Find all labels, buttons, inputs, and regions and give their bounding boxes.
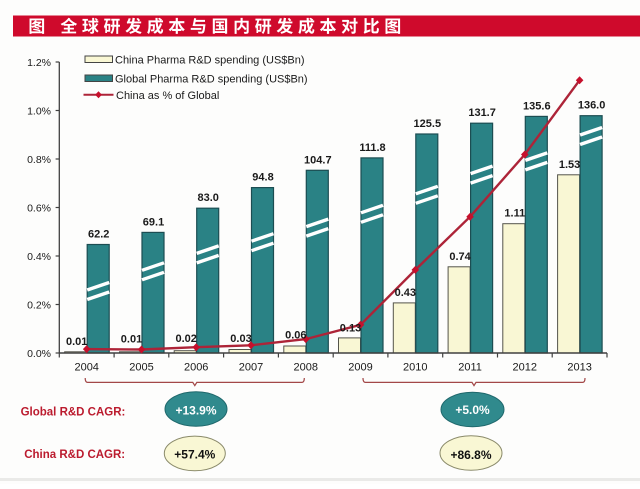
svg-text:125.5: 125.5 — [414, 118, 442, 130]
svg-text:2013: 2013 — [567, 362, 591, 374]
svg-text:0.8%: 0.8% — [27, 154, 51, 166]
svg-text:131.7: 131.7 — [468, 107, 496, 119]
svg-text:1.53: 1.53 — [559, 159, 580, 171]
svg-text:136.0: 136.0 — [578, 100, 606, 112]
svg-text:0.4%: 0.4% — [27, 251, 51, 263]
svg-text:69.1: 69.1 — [143, 216, 164, 228]
svg-text:0.02: 0.02 — [175, 333, 196, 345]
svg-text:2006: 2006 — [184, 362, 208, 374]
svg-text:0.03: 0.03 — [230, 333, 251, 345]
svg-text:China R&D CAGR:: China R&D CAGR: — [24, 449, 125, 461]
svg-text:0.6%: 0.6% — [27, 202, 51, 214]
svg-text:0.13: 0.13 — [340, 323, 361, 335]
svg-text:62.2: 62.2 — [88, 229, 109, 241]
svg-text:0.01: 0.01 — [121, 334, 142, 346]
svg-text:111.8: 111.8 — [359, 142, 385, 154]
svg-text:+86.8%: +86.8% — [450, 448, 491, 462]
svg-text:0.06: 0.06 — [285, 330, 306, 342]
svg-text:+57.4%: +57.4% — [174, 448, 215, 462]
svg-text:135.6: 135.6 — [523, 100, 551, 112]
svg-text:2010: 2010 — [403, 362, 427, 374]
svg-text:104.7: 104.7 — [304, 154, 332, 166]
svg-text:0.0%: 0.0% — [27, 348, 51, 360]
svg-text:83.0: 83.0 — [197, 192, 218, 204]
svg-text:1.2%: 1.2% — [27, 57, 51, 69]
svg-text:2008: 2008 — [294, 362, 318, 374]
svg-text:2007: 2007 — [239, 362, 263, 374]
svg-text:2005: 2005 — [129, 362, 153, 374]
svg-text:0.43: 0.43 — [395, 287, 416, 299]
svg-text:0.01: 0.01 — [66, 336, 87, 348]
svg-text:2011: 2011 — [458, 362, 482, 374]
svg-text:2009: 2009 — [348, 362, 372, 374]
svg-text:China as % of Global: China as % of Global — [116, 90, 219, 102]
svg-text:Global Pharma R&D spending (US: Global Pharma R&D spending (US$Bn) — [115, 74, 308, 86]
svg-text:2012: 2012 — [513, 362, 537, 374]
svg-text:Global R&D CAGR:: Global R&D CAGR: — [21, 406, 126, 418]
svg-text:+13.9%: +13.9% — [175, 404, 216, 418]
svg-text:1.11: 1.11 — [504, 208, 525, 220]
svg-text:0.74: 0.74 — [449, 251, 471, 263]
svg-text:94.8: 94.8 — [252, 172, 273, 184]
svg-text:2004: 2004 — [74, 362, 98, 374]
svg-text:1.0%: 1.0% — [27, 105, 51, 117]
svg-text:China Pharma R&D spending (US$: China Pharma R&D spending (US$Bn) — [115, 55, 305, 67]
svg-text:+5.0%: +5.0% — [455, 403, 490, 417]
svg-text:0.2%: 0.2% — [27, 299, 51, 311]
